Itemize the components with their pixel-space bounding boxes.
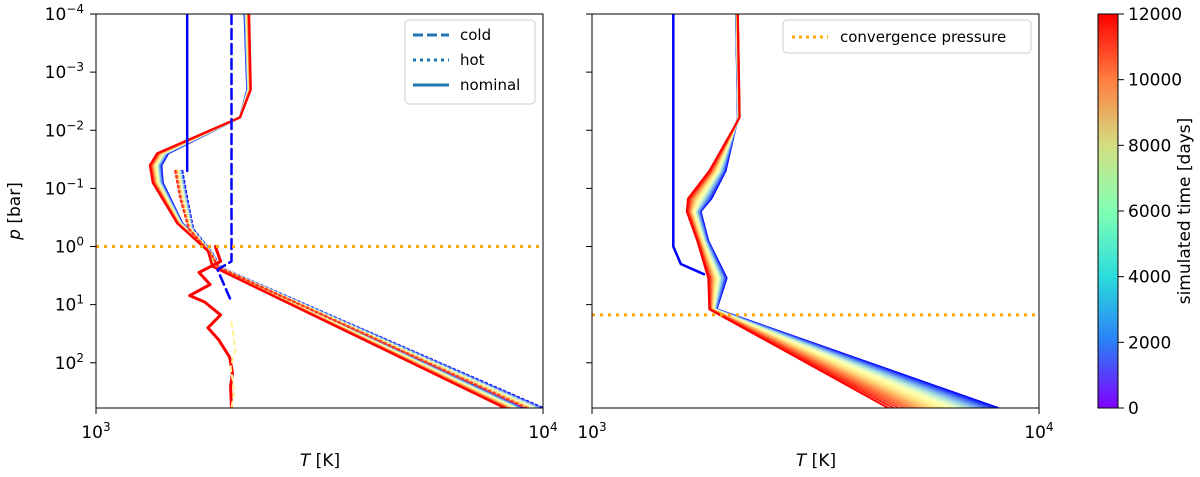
profile-cold-0 <box>216 14 233 304</box>
profile-hot-4 <box>179 169 540 408</box>
left-profile-curves <box>148 14 543 408</box>
profile-right-5 <box>697 14 983 408</box>
colorbar-tick-label-3: 6000 <box>1128 202 1171 222</box>
left-ytick-label-2: 10−2 <box>45 118 84 141</box>
colorbar-tick-label-6: 12000 <box>1128 5 1182 25</box>
colorbar-tick-label-5: 10000 <box>1128 71 1182 91</box>
right-legend: convergence pressure <box>782 19 1032 54</box>
right-profile-curves <box>672 14 1000 408</box>
legend-cold-label: cold <box>460 26 491 44</box>
profile-right-3 <box>698 14 990 408</box>
profile-right-4 <box>697 14 987 408</box>
right-x-ticks: 103 104 <box>577 408 1054 443</box>
colorbar: 0 2000 4000 6000 8000 10000 12000 simulated ti… <box>1097 5 1195 419</box>
left-x-axis-label: T [K] <box>300 451 340 471</box>
profile-hot-10 <box>176 169 533 408</box>
colorbar-tick-label-1: 2000 <box>1128 333 1171 353</box>
right-x-axis-label: T [K] <box>796 451 836 471</box>
colorbar-gradient <box>1097 13 1119 409</box>
profile-nominal-15 <box>148 14 506 408</box>
profile-hot-12 <box>175 169 530 408</box>
left-y-ticks: 10−4 10−3 10−2 10−1 100 101 102 <box>45 2 96 374</box>
profile-right-27 <box>685 14 890 408</box>
left-ytick-label-0: 10−4 <box>45 2 84 25</box>
left-ytick-label-3: 10−1 <box>45 176 84 199</box>
colorbar-tick-label-2: 4000 <box>1128 268 1171 288</box>
right-y-ticks <box>586 13 592 364</box>
left-y-axis-label: p [bar] <box>5 182 25 241</box>
left-legend-box <box>404 19 536 105</box>
left-x-ticks: 103 104 <box>81 408 558 443</box>
profile-hot-2 <box>180 169 542 408</box>
profile-hot-14 <box>174 169 528 408</box>
colorbar-ticks: 0 2000 4000 6000 8000 10000 12000 <box>1118 5 1182 419</box>
xticksR-label-0: 103 <box>577 420 606 443</box>
left-panel: 10−4 10−3 10−2 10−1 100 101 102 103 104 T [K] p… <box>5 2 558 471</box>
colorbar-tick-label-0: 0 <box>1128 399 1139 419</box>
profile-right-2 <box>698 14 993 408</box>
left-ytick-label-5: 101 <box>55 293 84 316</box>
left-legend: cold hot nominal <box>404 19 536 105</box>
right-axes-frame <box>591 13 1040 409</box>
profile-right-1 <box>699 14 996 408</box>
legend-convergence-label: convergence pressure <box>840 28 1006 46</box>
profile-hot-0 <box>181 169 543 408</box>
profile-right-0 <box>699 14 1000 408</box>
colorbar-label: simulated time [days] <box>1175 118 1195 305</box>
left-ytick-label-6: 102 <box>55 351 84 374</box>
left-ytick-label-1: 10−3 <box>45 60 84 83</box>
left-axes-frame <box>95 13 544 409</box>
legend-nominal-label: nominal <box>460 76 520 94</box>
right-legend-box <box>782 19 1032 54</box>
right-panel: 103 104 T [K] convergence pressure <box>577 13 1054 471</box>
left-ytick-label-4: 100 <box>55 235 84 258</box>
xticksR-label-1: 104 <box>1024 420 1053 443</box>
xticksL-label-1: 104 <box>528 420 557 443</box>
colorbar-tick-label-4: 8000 <box>1128 136 1171 156</box>
profile-deep-dash <box>229 321 237 408</box>
xticksL-label-0: 103 <box>81 420 110 443</box>
legend-hot-label: hot <box>460 51 485 69</box>
profile-zigzag <box>188 245 234 408</box>
profile-right-initial <box>672 14 706 276</box>
